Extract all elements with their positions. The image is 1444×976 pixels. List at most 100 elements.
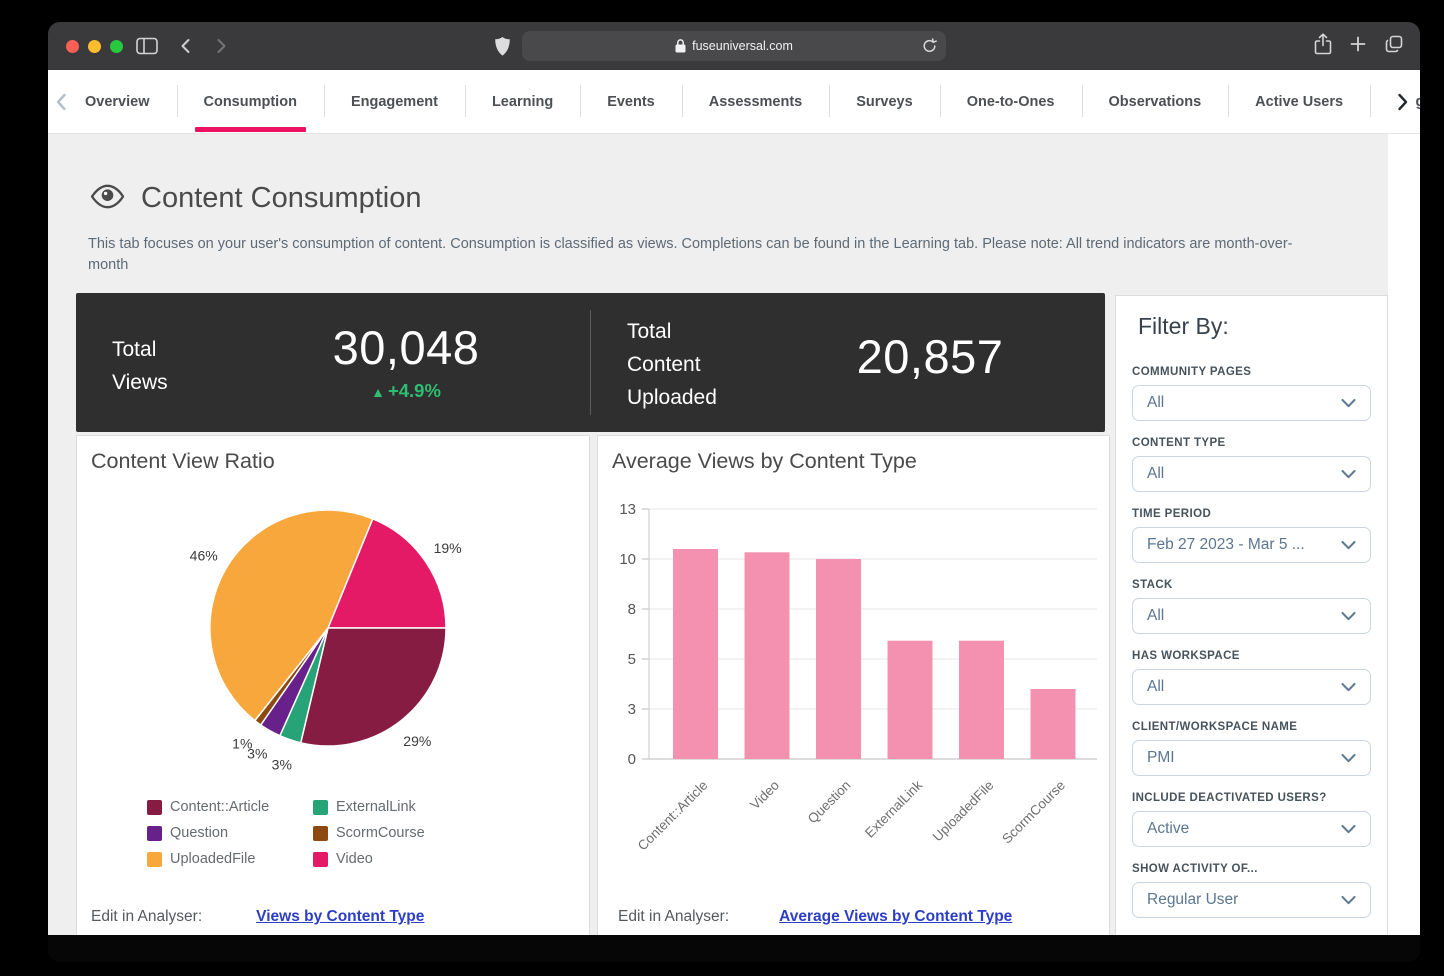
y-axis-tick-label: 3 xyxy=(628,701,636,718)
tab-learning[interactable]: Learning xyxy=(464,70,580,133)
legend-swatch xyxy=(313,799,328,815)
chevron-down-icon xyxy=(1341,611,1356,620)
filter-label-content-type: CONTENT TYPE xyxy=(1132,437,1226,449)
tab-assessments[interactable]: Assessments xyxy=(681,70,830,133)
legend-label: Content::Article xyxy=(170,799,270,815)
filter-select-include-deactivated-users[interactable]: Active xyxy=(1132,811,1371,847)
legend-swatch xyxy=(147,851,162,867)
total-content-uploaded-label: Total Content Uploaded xyxy=(627,320,717,409)
pie-slice-content-article xyxy=(299,627,447,747)
y-axis-tick-label: 10 xyxy=(619,551,636,568)
forward-icon[interactable] xyxy=(211,22,231,70)
legend-swatch xyxy=(147,799,162,815)
legend-swatch xyxy=(147,825,162,841)
tab-scroll-left-icon[interactable] xyxy=(48,70,74,133)
tab-overview[interactable]: Overview xyxy=(85,94,150,110)
bar-scormcourse xyxy=(1030,689,1076,759)
chevron-down-icon xyxy=(1341,824,1356,833)
browser-window: fuseuniversal.com Overview Consumption Eng… xyxy=(48,22,1420,962)
filter-value: Feb 27 2023 - Mar 5 ... xyxy=(1147,536,1305,553)
pie-chart: 19% 29% 3% 3% 1% 46% xyxy=(77,484,591,794)
pie-slice-uploadedfile xyxy=(209,509,374,722)
filter-title: Filter By: xyxy=(1138,313,1229,339)
close-window-button[interactable] xyxy=(66,39,79,53)
filter-select-client-workspace-name[interactable]: PMI xyxy=(1132,740,1371,776)
filter-label-include-deactivated-users: INCLUDE DEACTIVATED USERS? xyxy=(1132,792,1327,804)
filter-group: TIME PERIOD Feb 27 2023 - Mar 5 ... xyxy=(1132,508,1371,563)
url-text: fuseuniversal.com xyxy=(692,39,793,53)
legend-item-uploadedfile: UploadedFile xyxy=(147,846,313,872)
new-tab-icon[interactable] xyxy=(1349,35,1367,58)
legend-label: UploadedFile xyxy=(170,851,256,867)
filter-value: PMI xyxy=(1147,749,1175,766)
filter-select-community-pages[interactable]: All xyxy=(1132,385,1371,421)
tab-consumption[interactable]: Consumption xyxy=(176,70,324,133)
average-views-by-content-type-link[interactable]: Average Views by Content Type xyxy=(779,908,1013,925)
tab-active-users[interactable]: Active Users xyxy=(1228,70,1370,133)
filter-select-time-period[interactable]: Feb 27 2023 - Mar 5 ... xyxy=(1132,527,1371,563)
pie-percent-label: 46% xyxy=(190,547,218,563)
address-bar[interactable]: fuseuniversal.com xyxy=(522,31,946,61)
refresh-icon[interactable] xyxy=(922,38,937,59)
legend-label: ScormCourse xyxy=(336,825,425,841)
filter-value: Regular User xyxy=(1147,891,1239,908)
tab-observations[interactable]: Observations xyxy=(1081,70,1229,133)
tab-engagement[interactable]: Engagement xyxy=(323,70,465,133)
tab-surveys[interactable]: Surveys xyxy=(829,70,939,133)
filter-select-has-workspace[interactable]: All xyxy=(1132,669,1371,705)
filter-select-show-activity-of[interactable]: Regular User xyxy=(1132,882,1371,918)
x-axis-category-label: Question xyxy=(805,778,854,827)
y-axis-tick-label: 5 xyxy=(628,651,636,668)
legend-label: ExternalLink xyxy=(336,799,416,815)
page-description: This tab focuses on your user's consumpt… xyxy=(88,236,1293,273)
y-axis-tick-label: 8 xyxy=(628,601,636,618)
filter-label-stack: STACK xyxy=(1132,579,1173,591)
minimize-window-button[interactable] xyxy=(88,39,101,53)
filter-groups: COMMUNITY PAGES All CONTENT TYPE All TIME PE… xyxy=(1132,366,1371,934)
edit-in-analyser-label: Edit in Analyser: xyxy=(618,908,730,925)
trend-up-icon: ▲ xyxy=(371,384,385,400)
filter-value: All xyxy=(1147,607,1165,624)
maximize-window-button[interactable] xyxy=(110,39,123,53)
scrollbar-track[interactable] xyxy=(1388,134,1420,935)
tab-overview-icon[interactable] xyxy=(1384,34,1404,59)
eye-icon xyxy=(90,183,125,215)
dashboard-content: Content Consumption This tab focuses on … xyxy=(48,134,1420,935)
filter-select-stack[interactable]: All xyxy=(1132,598,1371,634)
window-footer xyxy=(48,935,1420,962)
legend-swatch xyxy=(313,825,328,841)
legend-item-externallink: ExternalLink xyxy=(313,794,479,820)
pie-percent-label: 3% xyxy=(247,745,267,761)
back-icon[interactable] xyxy=(176,22,196,70)
x-axis-category-label: Content::Article xyxy=(635,778,711,854)
filter-label-has-workspace: HAS WORKSPACE xyxy=(1132,650,1240,662)
filter-value: All xyxy=(1147,465,1165,482)
tab-events[interactable]: Events xyxy=(580,70,682,133)
filter-label-client-workspace-name: CLIENT/WORKSPACE NAME xyxy=(1132,721,1298,733)
browser-toolbar: fuseuniversal.com xyxy=(48,22,1420,70)
filter-select-content-type[interactable]: All xyxy=(1132,456,1371,492)
chevron-down-icon xyxy=(1341,682,1356,691)
tab-one-to-ones[interactable]: One-to-Ones xyxy=(939,70,1082,133)
share-icon[interactable] xyxy=(1314,32,1332,60)
pie-percent-label: 29% xyxy=(403,733,431,749)
filter-value: Active xyxy=(1147,820,1190,837)
filter-label-community-pages: COMMUNITY PAGES xyxy=(1132,366,1252,378)
filter-group: HAS WORKSPACE All xyxy=(1132,650,1371,705)
bar-externallink xyxy=(887,640,933,759)
views-by-content-type-link[interactable]: Views by Content Type xyxy=(256,908,425,925)
filter-panel: Filter By: COMMUNITY PAGES All CONTENT TYP… xyxy=(1115,295,1388,935)
average-views-card: Average Views by Content Type 0 3 5 8 10 13 Co… xyxy=(597,435,1110,935)
filter-group: CLIENT/WORKSPACE NAME PMI xyxy=(1132,721,1371,776)
legend-swatch xyxy=(313,851,328,867)
bar-question xyxy=(816,559,861,759)
tab-scroll-right-icon[interactable] xyxy=(1390,70,1416,133)
chevron-down-icon xyxy=(1341,540,1356,549)
total-content-uploaded-value: 20,857 xyxy=(856,330,1004,383)
y-axis-tick-label: 13 xyxy=(619,501,636,518)
sidebar-toggle-icon[interactable] xyxy=(136,22,158,70)
privacy-shield-icon[interactable] xyxy=(494,22,511,70)
pie-percent-label: 1% xyxy=(232,736,252,752)
filter-group: INCLUDE DEACTIVATED USERS? Active xyxy=(1132,792,1371,847)
pie-percent-label: 19% xyxy=(434,540,462,556)
